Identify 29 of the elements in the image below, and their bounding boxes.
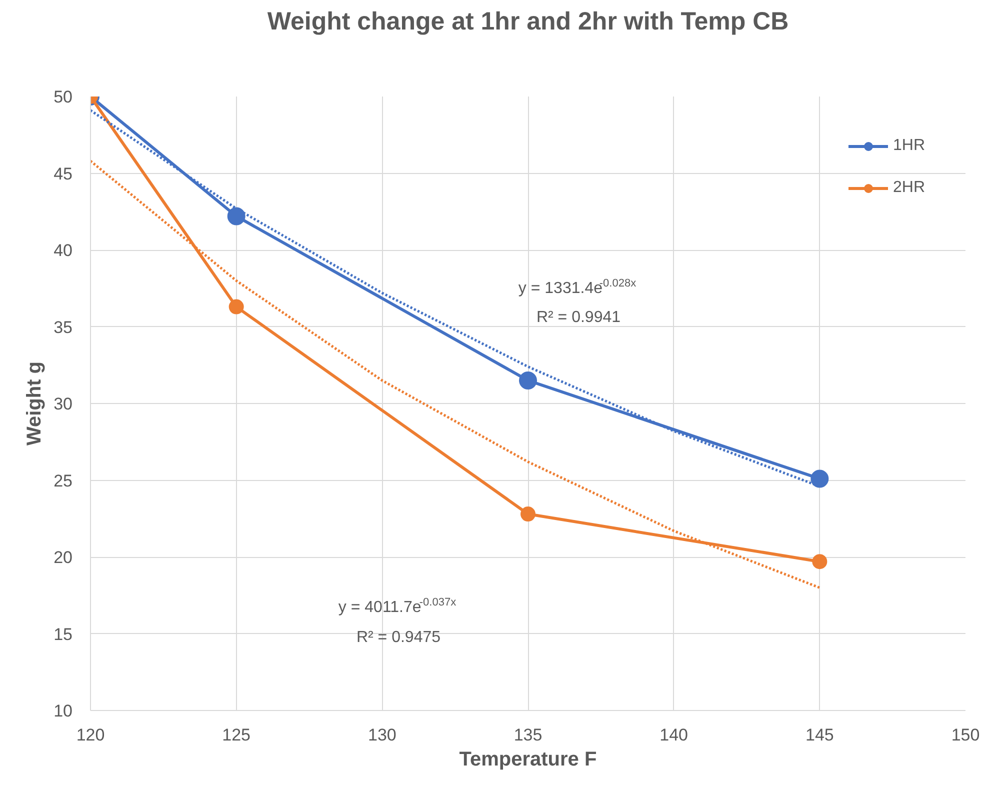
point: [810, 470, 829, 488]
x-axis-title: Temperature F: [459, 748, 597, 770]
point: [520, 506, 536, 522]
y-tick-label: 15: [54, 624, 73, 644]
x-tick-label: 120: [76, 726, 105, 744]
annotation: R² = 0.9475: [356, 629, 441, 646]
y-tick-label: 35: [54, 318, 73, 337]
y-axis-title: Weight g: [24, 361, 46, 446]
legend-label: 1HR: [892, 137, 925, 155]
x-tick-label: 140: [660, 726, 688, 744]
y-tick-label: 10: [54, 702, 73, 720]
legend-label: 2HR: [892, 179, 925, 197]
point: [227, 207, 246, 226]
y-tick-label: 25: [54, 471, 73, 490]
y-tick-label: 20: [54, 548, 73, 567]
point: [812, 554, 828, 570]
y-tick-label: 40: [54, 241, 73, 260]
y-tick-label: 50: [54, 88, 73, 106]
chart-title: Weight change at 1hr and 2hr with Temp CB: [267, 8, 789, 36]
annotation: R² = 0.9941: [536, 309, 621, 326]
point: [519, 371, 537, 390]
x-tick-label: 135: [514, 726, 542, 744]
x-tick-label: 125: [222, 726, 251, 744]
point: [228, 299, 244, 314]
y-tick-label: 30: [54, 394, 73, 414]
x-tick-label: 145: [805, 726, 834, 744]
x-tick-label: 130: [368, 726, 396, 744]
y-tick-label: 45: [54, 164, 73, 184]
x-tick-label: 150: [951, 726, 980, 744]
